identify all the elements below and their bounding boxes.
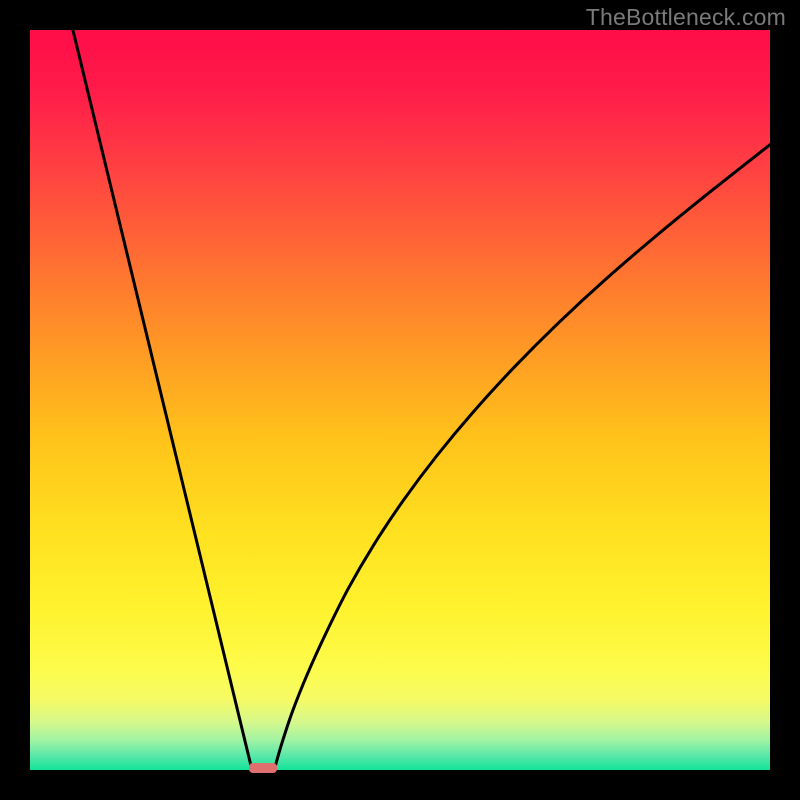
plot-area [30,30,770,770]
watermark-text: TheBottleneck.com [586,4,786,31]
chart-svg [30,30,770,770]
chart-background [30,30,770,770]
marker-dot [249,763,277,773]
